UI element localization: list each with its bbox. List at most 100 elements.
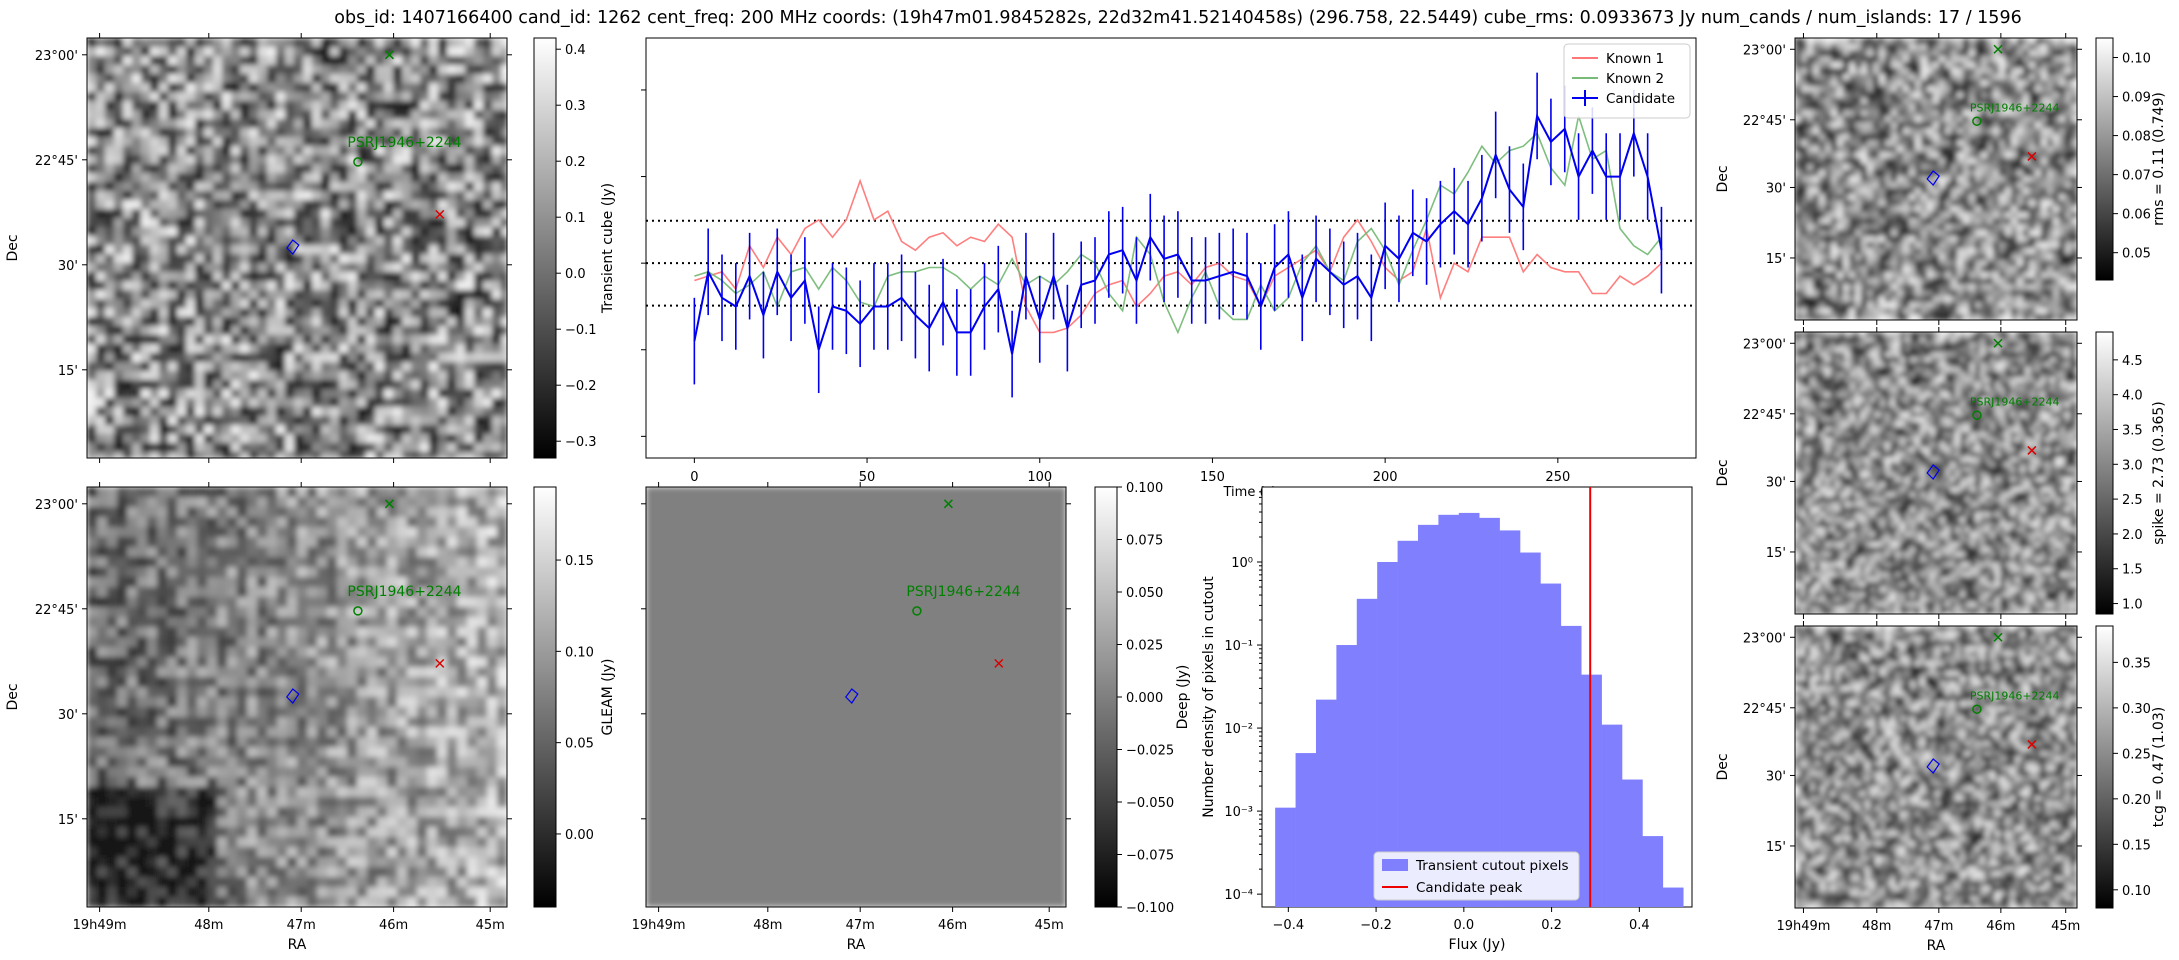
sky-pixel [186, 317, 196, 327]
sky-pixel [456, 389, 466, 399]
sky-pixel [240, 263, 250, 273]
sky-pixel [114, 92, 124, 102]
sky-pixel [327, 607, 338, 618]
sky-pixel [492, 272, 502, 282]
sky-pixel [317, 487, 328, 498]
sky-pixel [141, 434, 151, 444]
sky-pixel [456, 200, 466, 210]
sky-pixel [411, 434, 421, 444]
sky-pixel [127, 717, 138, 728]
sky-pixel [167, 497, 178, 508]
sky-pixel [177, 443, 187, 453]
sky-pixel [387, 757, 398, 768]
sky-pixel [141, 443, 151, 453]
sky-pixel [123, 353, 133, 363]
sky-pixel [222, 425, 232, 435]
sky-pixel [222, 92, 232, 102]
sky-pixel [492, 128, 502, 138]
sky-pixel [294, 227, 304, 237]
sky-pixel [456, 101, 466, 111]
sky-pixel [1891, 56, 1898, 63]
sky-pixel [157, 787, 168, 798]
sky-pixel [287, 847, 298, 858]
sky-pixel [411, 263, 421, 273]
sky-pixel [222, 281, 232, 291]
sky-pixel [96, 290, 106, 300]
sky-pixel [1903, 92, 1910, 99]
sky-pixel [393, 164, 403, 174]
sky-pixel [397, 587, 408, 598]
sky-pixel [1915, 86, 1922, 93]
sky-pixel [150, 74, 160, 84]
sky-pixel [186, 245, 196, 255]
sky-pixel [187, 887, 198, 898]
sky-pixel [231, 353, 241, 363]
sky-pixel [420, 245, 430, 255]
sky-pixel [357, 434, 367, 444]
sky-frame [645, 486, 1067, 908]
sky-pixel [497, 897, 508, 908]
sky-pixel [501, 362, 508, 372]
sky-pixel [141, 128, 151, 138]
sky-pixel [1849, 92, 1856, 99]
sky-pixel [1837, 44, 1844, 51]
sky-pixel [1795, 92, 1802, 99]
sky-pixel [457, 547, 468, 558]
sky-pixel [249, 380, 259, 390]
sky-pixel [285, 110, 295, 120]
sky-pixel [402, 425, 412, 435]
sky-pixel [1807, 122, 1814, 129]
sky-pixel [1873, 38, 1880, 45]
sky-pixel [1927, 128, 1934, 135]
sky-pixel [1891, 44, 1898, 51]
sky-pixel [411, 209, 421, 219]
sky-pixel [501, 380, 508, 390]
sky-pixel [384, 236, 394, 246]
sky-pixel [492, 398, 502, 408]
sky-pixel [141, 236, 151, 246]
sky-pixel [159, 38, 169, 48]
sky-pixel [240, 371, 250, 381]
sky-pixel [132, 326, 142, 336]
sky-pixel [132, 65, 142, 75]
sky-pixel [420, 119, 430, 129]
sky-pixel [438, 155, 448, 165]
sky-pixel [307, 557, 318, 568]
sky-pixel [132, 128, 142, 138]
sky-pixel [1969, 80, 1976, 87]
sky-pixel [168, 407, 178, 417]
sky-pixel [227, 637, 238, 648]
sky-pixel [377, 847, 388, 858]
sky-pixel [387, 487, 398, 498]
sky-pixel [492, 182, 502, 192]
sky-pixel [477, 537, 488, 548]
sky-pixel [107, 657, 118, 668]
sky-pixel [267, 209, 277, 219]
sky-pixel [276, 353, 286, 363]
sky-pixel [237, 507, 248, 518]
sky-pixel [483, 182, 493, 192]
sky-pixel [465, 119, 475, 129]
sky-pixel [375, 434, 385, 444]
sky-pixel [159, 47, 169, 57]
sky-pixel [312, 254, 322, 264]
sky-pixel [197, 567, 208, 578]
sky-pixel [420, 434, 430, 444]
sky-pixel [437, 537, 448, 548]
sky-pixel [321, 74, 331, 84]
sky-pixel [267, 807, 278, 818]
sky-pixel [267, 254, 277, 264]
sky-pixel [159, 272, 169, 282]
sky-pixel [177, 146, 187, 156]
sky-pixel [1921, 38, 1928, 45]
sky-pixel [357, 837, 368, 848]
sky-pixel [177, 617, 188, 628]
sky-pixel [366, 128, 376, 138]
sky-pixel [87, 263, 97, 273]
sky-pixel [1885, 110, 1892, 117]
sky-pixel [157, 517, 168, 528]
sky-pixel [447, 56, 457, 66]
sky-pixel [141, 218, 151, 228]
sky-pixel [1855, 74, 1862, 81]
sky-pixel [177, 607, 188, 618]
